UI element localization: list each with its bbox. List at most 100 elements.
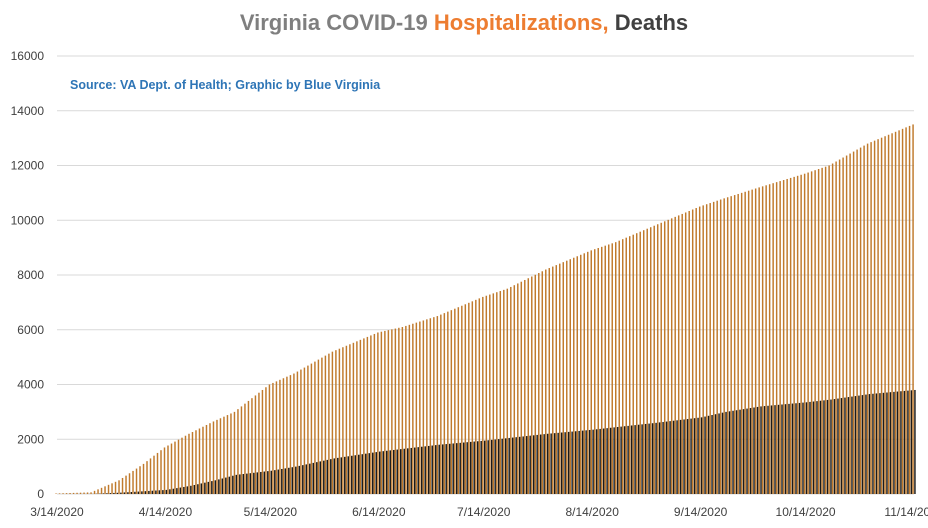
bar-deaths-day-44 <box>211 481 213 494</box>
bar-hospitalizations-day-137 <box>534 274 537 494</box>
bar-hospitalizations-day-208 <box>782 180 785 495</box>
bar-hospitalizations-day-172 <box>656 224 659 494</box>
bar-hospitalizations-day-218 <box>817 169 820 494</box>
x-tick-label-8: 11/14/2020 <box>884 505 928 519</box>
bar-deaths-day-192 <box>728 411 731 494</box>
bar-hospitalizations-day-47 <box>219 418 222 494</box>
bar-hospitalizations-day-21 <box>128 473 131 494</box>
bar-deaths-day-223 <box>837 398 839 494</box>
bar-deaths-day-13 <box>102 493 105 494</box>
y-tick-label-2000: 2000 <box>17 432 44 446</box>
bar-hospitalizations-day-165 <box>632 234 634 495</box>
bar-deaths-day-227 <box>851 396 853 494</box>
bar-deaths-day-139 <box>543 434 545 494</box>
bar-deaths-day-155 <box>599 428 601 494</box>
bar-hospitalizations-day-144 <box>559 263 561 494</box>
bar-deaths-day-237 <box>886 392 888 494</box>
bar-deaths-day-68 <box>295 466 297 494</box>
bar-deaths-day-212 <box>798 402 801 494</box>
x-tick-label-3: 6/14/2020 <box>352 505 406 519</box>
bar-hospitalizations-day-111 <box>443 313 446 494</box>
bar-hospitalizations-day-45 <box>212 421 215 494</box>
bar-deaths-day-138 <box>539 434 542 494</box>
x-tick-label-7: 10/14/2020 <box>776 505 836 519</box>
bar-deaths-day-135 <box>529 435 531 494</box>
bar-deaths-day-103 <box>417 447 419 494</box>
bar-hospitalizations-day-166 <box>635 233 638 494</box>
bar-hospitalizations-day-85 <box>352 342 355 494</box>
bar-deaths-day-145 <box>564 432 566 494</box>
bar-deaths-day-153 <box>592 429 594 494</box>
bar-hospitalizations-day-50 <box>230 413 232 494</box>
bar-hospitalizations-day-142 <box>552 266 554 494</box>
bar-deaths-day-105 <box>424 446 426 494</box>
bar-hospitalizations-day-180 <box>684 212 687 494</box>
bar-deaths-day-18 <box>120 492 122 494</box>
bar-deaths-day-179 <box>683 419 685 494</box>
bar-hospitalizations-day-136 <box>531 276 533 494</box>
bar-hospitalizations-day-116 <box>461 305 463 494</box>
bar-deaths-day-62 <box>274 470 276 494</box>
bar-deaths-day-231 <box>865 394 867 494</box>
bar-deaths-day-217 <box>816 401 818 494</box>
bar-hospitalizations-day-37 <box>184 435 187 494</box>
bar-hospitalizations-day-193 <box>730 196 732 494</box>
bar-hospitalizations-day-25 <box>142 463 145 494</box>
bar-deaths-day-159 <box>613 427 615 494</box>
bar-hospitalizations-day-94 <box>384 330 386 494</box>
bar-hospitalizations-day-110 <box>440 314 442 494</box>
bar-hospitalizations-day-76 <box>321 357 323 494</box>
bar-deaths-day-95 <box>389 450 391 494</box>
bar-hospitalizations-day-3 <box>65 493 68 494</box>
bar-deaths-day-127 <box>501 438 503 494</box>
bar-hospitalizations-day-243 <box>905 127 907 495</box>
bar-hospitalizations-day-59 <box>261 389 264 494</box>
bar-deaths-day-57 <box>256 472 259 494</box>
bar-hospitalizations-day-175 <box>667 219 669 494</box>
bar-deaths-day-49 <box>228 476 231 494</box>
bar-deaths-day-144 <box>560 432 563 494</box>
bar-deaths-day-228 <box>854 396 857 494</box>
bar-deaths-day-72 <box>309 463 311 494</box>
bar-deaths-day-109 <box>438 444 440 494</box>
bar-deaths-day-65 <box>284 468 287 494</box>
bar-deaths-day-214 <box>805 402 808 494</box>
bar-deaths-day-96 <box>393 449 395 494</box>
bar-hospitalizations-day-10 <box>90 492 92 494</box>
bar-deaths-day-67 <box>291 467 294 494</box>
bar-deaths-day-22 <box>134 491 136 494</box>
bar-hospitalizations-day-171 <box>653 225 655 494</box>
bar-hospitalizations-day-221 <box>828 165 830 494</box>
bar-deaths-day-93 <box>382 451 384 494</box>
bar-hospitalizations-day-52 <box>237 409 239 494</box>
bar-deaths-day-134 <box>525 436 528 494</box>
bar-deaths-day-131 <box>515 437 517 494</box>
bar-hospitalizations-day-156 <box>601 246 603 494</box>
bar-deaths-day-207 <box>781 404 783 494</box>
bar-hospitalizations-day-198 <box>747 190 750 494</box>
bar-deaths-day-190 <box>721 412 724 494</box>
bar-hospitalizations-day-49 <box>226 415 229 494</box>
bar-deaths-day-185 <box>704 416 706 494</box>
bar-deaths-day-86 <box>358 454 360 494</box>
bar-deaths-day-85 <box>354 455 356 494</box>
bar-hospitalizations-day-150 <box>580 254 582 494</box>
bar-deaths-day-87 <box>361 454 363 494</box>
bar-deaths-day-197 <box>746 408 748 494</box>
bar-hospitalizations-day-79 <box>331 351 334 494</box>
bar-hospitalizations-day-121 <box>478 298 481 494</box>
bar-hospitalizations-day-152 <box>587 251 589 494</box>
bar-hospitalizations-day-220 <box>824 166 827 494</box>
bar-hospitalizations-day-82 <box>342 347 344 494</box>
bar-hospitalizations-day-199 <box>751 189 753 494</box>
bar-deaths-day-208 <box>784 404 787 494</box>
bar-deaths-day-112 <box>448 443 451 494</box>
bar-hospitalizations-day-26 <box>146 461 148 494</box>
bar-hospitalizations-day-67 <box>289 375 292 494</box>
bar-deaths-day-100 <box>406 448 409 494</box>
bar-hospitalizations-day-120 <box>475 299 477 494</box>
bar-hospitalizations-day-0 <box>55 493 57 494</box>
bar-deaths-day-166 <box>637 424 640 494</box>
bar-hospitalizations-day-178 <box>677 215 680 494</box>
bar-hospitalizations-day-169 <box>646 228 648 494</box>
